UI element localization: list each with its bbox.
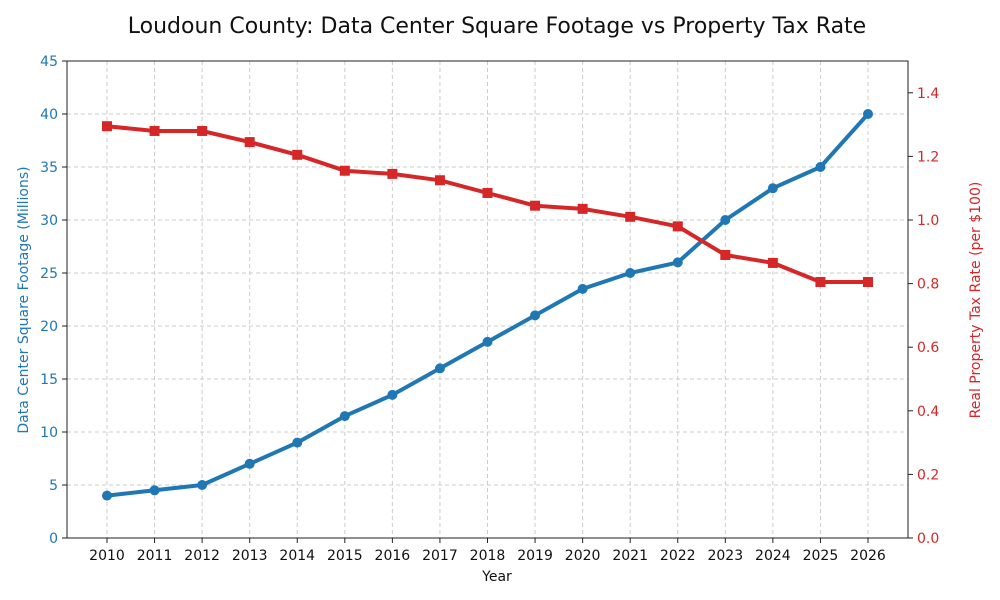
series-0-point bbox=[102, 490, 112, 501]
series-1-point bbox=[672, 221, 683, 232]
x-tick-label: 2021 bbox=[612, 548, 648, 564]
x-tick-label: 2017 bbox=[422, 548, 458, 564]
series-1-point bbox=[577, 203, 588, 214]
x-tick-label: 2023 bbox=[707, 548, 743, 564]
series-0-point bbox=[292, 437, 303, 448]
x-tick-label: 2026 bbox=[850, 548, 886, 564]
series-0-point bbox=[387, 389, 398, 400]
series-1-point bbox=[244, 137, 255, 148]
series-1-point bbox=[292, 149, 303, 160]
grid bbox=[67, 61, 908, 538]
y-right-tick-label: 1.0 bbox=[917, 213, 939, 229]
series-1-point bbox=[625, 211, 636, 222]
series-0-point bbox=[577, 283, 588, 294]
x-tick-label: 2019 bbox=[517, 548, 553, 564]
x-tick-label: 2014 bbox=[279, 548, 315, 564]
series-0-point bbox=[434, 363, 445, 374]
series-1-point bbox=[434, 175, 445, 186]
series-0-point bbox=[530, 310, 541, 321]
series-0-point bbox=[672, 257, 683, 268]
x-tick-label: 2010 bbox=[89, 548, 125, 564]
y-right-tick-label: 1.4 bbox=[917, 86, 939, 102]
series-1-point bbox=[149, 125, 160, 136]
series-1-point bbox=[720, 249, 731, 260]
series-0-point bbox=[197, 480, 208, 490]
series-line-0 bbox=[105, 112, 870, 498]
x-tick-label: 2013 bbox=[232, 548, 268, 564]
series-1-point bbox=[482, 187, 493, 198]
series-1-point bbox=[767, 257, 778, 268]
x-axis-label: Year bbox=[481, 569, 512, 585]
y-left-tick-label: 10 bbox=[40, 425, 58, 441]
series-1-point bbox=[815, 277, 826, 288]
y-right-tick-label: 0.8 bbox=[917, 277, 939, 293]
x-tick-label: 2015 bbox=[327, 548, 363, 564]
series bbox=[102, 109, 873, 501]
series-0-point bbox=[339, 411, 350, 422]
x-tick-label: 2025 bbox=[803, 548, 839, 564]
y-right-tick-label: 0.4 bbox=[917, 404, 939, 420]
y-left-tick-label: 45 bbox=[40, 54, 58, 70]
y-left-tick-label: 30 bbox=[40, 213, 58, 229]
x-tick-label: 2020 bbox=[565, 548, 601, 564]
x-tick-label: 2024 bbox=[755, 548, 791, 564]
series-1-point bbox=[387, 168, 398, 179]
y-axis-right-label: Real Property Tax Rate (per $100) bbox=[968, 182, 984, 419]
series-0-point bbox=[482, 336, 493, 347]
series-0-point bbox=[244, 458, 255, 469]
y-left-tick-label: 15 bbox=[40, 372, 58, 388]
y-left-tick-label: 20 bbox=[40, 319, 58, 335]
series-1-point bbox=[197, 125, 208, 136]
series-1-point bbox=[530, 200, 541, 211]
plot-frame bbox=[66, 60, 909, 539]
series-0-point bbox=[720, 215, 731, 225]
y-left-tick-label: 0 bbox=[49, 531, 58, 547]
series-0-point bbox=[815, 162, 826, 172]
series-0-point bbox=[767, 183, 778, 194]
x-tick-label: 2018 bbox=[470, 548, 506, 564]
series-0-point bbox=[149, 485, 160, 496]
y-left-tick-label: 40 bbox=[40, 107, 58, 123]
series-0-point bbox=[863, 109, 873, 119]
y-right-tick-label: 1.2 bbox=[917, 149, 939, 165]
ticks: 2010 2011 2012 2013 2014 2015 2016 2017 2018 2019… bbox=[40, 54, 939, 564]
y-right-tick-label: 0.0 bbox=[917, 531, 939, 547]
series-1-point bbox=[863, 277, 873, 288]
y-left-tick-label: 5 bbox=[49, 478, 58, 494]
y-left-tick-label: 35 bbox=[40, 160, 58, 176]
y-axis-left-label: Data Center Square Footage (Millions) bbox=[16, 166, 32, 433]
y-left-tick-label: 25 bbox=[40, 266, 58, 282]
series-0-point bbox=[625, 268, 636, 278]
x-tick-label: 2012 bbox=[184, 548, 220, 564]
y-right-tick-label: 0.6 bbox=[917, 340, 939, 356]
series-1-point bbox=[339, 165, 350, 176]
y-right-tick-label: 0.2 bbox=[917, 467, 939, 483]
series-1-point bbox=[102, 121, 112, 132]
x-tick-label: 2016 bbox=[375, 548, 411, 564]
x-tick-label: 2011 bbox=[137, 548, 173, 564]
chart-title: Loudoun County: Data Center Square Foota… bbox=[128, 14, 866, 39]
x-tick-label: 2022 bbox=[660, 548, 696, 564]
